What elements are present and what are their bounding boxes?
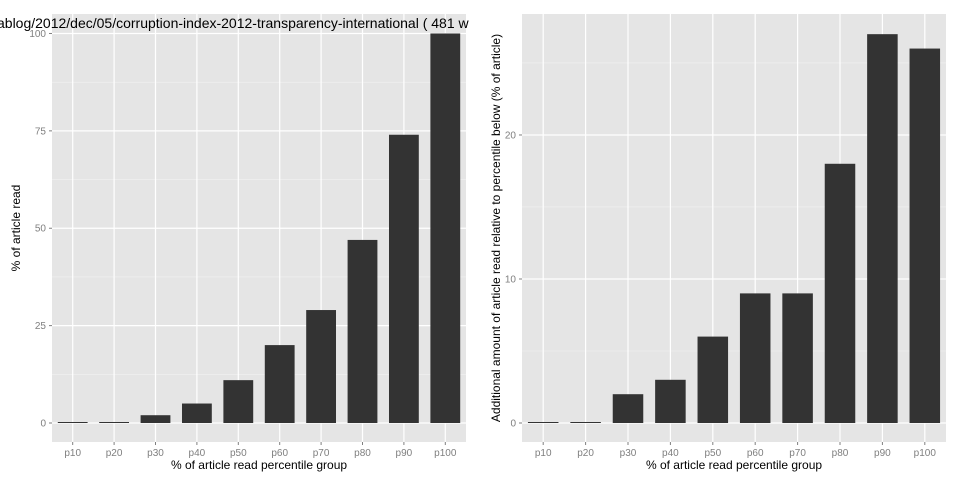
x-tick-label: p70 — [313, 448, 330, 459]
x-tick-label: p70 — [789, 448, 806, 459]
x-tick-label: p90 — [874, 448, 891, 459]
x-tick-label: p60 — [747, 448, 764, 459]
y-tick-label: 0 — [510, 419, 516, 430]
y-tick-labels: 0 10 20 — [505, 130, 522, 430]
x-tick-label: p30 — [620, 448, 637, 459]
bar-p70 — [306, 310, 337, 423]
x-tick-label: p10 — [535, 448, 552, 459]
y-tick-label: 100 — [29, 29, 46, 40]
x-tick-label: p50 — [230, 448, 247, 459]
bar-p60 — [739, 293, 771, 423]
bar-p50 — [697, 336, 729, 423]
x-tick-label: p20 — [577, 448, 594, 459]
bar-p40 — [181, 403, 212, 423]
x-tick-label: p10 — [64, 448, 81, 459]
y-tick-label: 20 — [505, 130, 517, 141]
bar-p80 — [824, 163, 856, 423]
x-axis-title: % of article read percentile group — [171, 458, 347, 472]
bar-p100 — [430, 33, 461, 423]
x-tick-label: p100 — [914, 448, 937, 459]
y-axis-title: % of article read — [9, 185, 23, 272]
bar-p20 — [570, 422, 601, 423]
x-tick-label: p100 — [434, 448, 457, 459]
bar-p10 — [527, 422, 559, 423]
x-tick-label: p80 — [354, 448, 371, 459]
x-axis-title: % of article read percentile group — [646, 458, 822, 472]
bar-p30 — [140, 415, 171, 423]
y-tick-label: 0 — [40, 419, 46, 430]
bar-p100 — [909, 48, 941, 423]
bar-p50 — [223, 380, 254, 423]
chart-right: 0 10 20 p10 p20 p30 p40 p50 p60 p70 p80 p90 p100 % … — [489, 14, 946, 472]
x-tick-label: p40 — [662, 448, 679, 459]
x-tick-labels: p10 p20 p30 p40 p50 p60 p70 p80 p90 p100 — [535, 442, 937, 459]
x-tick-label: p60 — [271, 448, 288, 459]
x-tick-label: p50 — [704, 448, 721, 459]
x-tick-label: p20 — [106, 448, 123, 459]
bar-series — [527, 34, 941, 423]
x-tick-label: p80 — [832, 448, 849, 459]
x-tick-label: p40 — [189, 448, 206, 459]
bar-p60 — [264, 345, 295, 423]
y-axis-title: Additional amount of article read relati… — [489, 34, 503, 422]
y-tick-label: 10 — [505, 274, 517, 285]
y-tick-label: 25 — [35, 321, 47, 332]
x-tick-label: p30 — [147, 448, 164, 459]
chart-title: ablog/2012/dec/05/corruption-index-2012-… — [0, 15, 470, 31]
x-tick-label: p90 — [396, 448, 413, 459]
bar-p40 — [655, 379, 686, 423]
y-tick-label: 75 — [35, 126, 47, 137]
bar-p30 — [612, 394, 644, 423]
y-tick-label: 50 — [35, 224, 47, 235]
bar-series — [57, 33, 461, 423]
x-tick-labels: p10 p20 p30 p40 p50 p60 p70 p80 p90 p100 — [64, 442, 457, 459]
bar-p80 — [347, 239, 378, 423]
y-tick-labels: 0 25 50 75 100 — [29, 29, 52, 430]
bar-p90 — [867, 34, 898, 423]
bar-p70 — [782, 293, 813, 423]
bar-p20 — [99, 422, 130, 423]
bar-p10 — [57, 422, 88, 423]
bar-p90 — [388, 134, 419, 423]
